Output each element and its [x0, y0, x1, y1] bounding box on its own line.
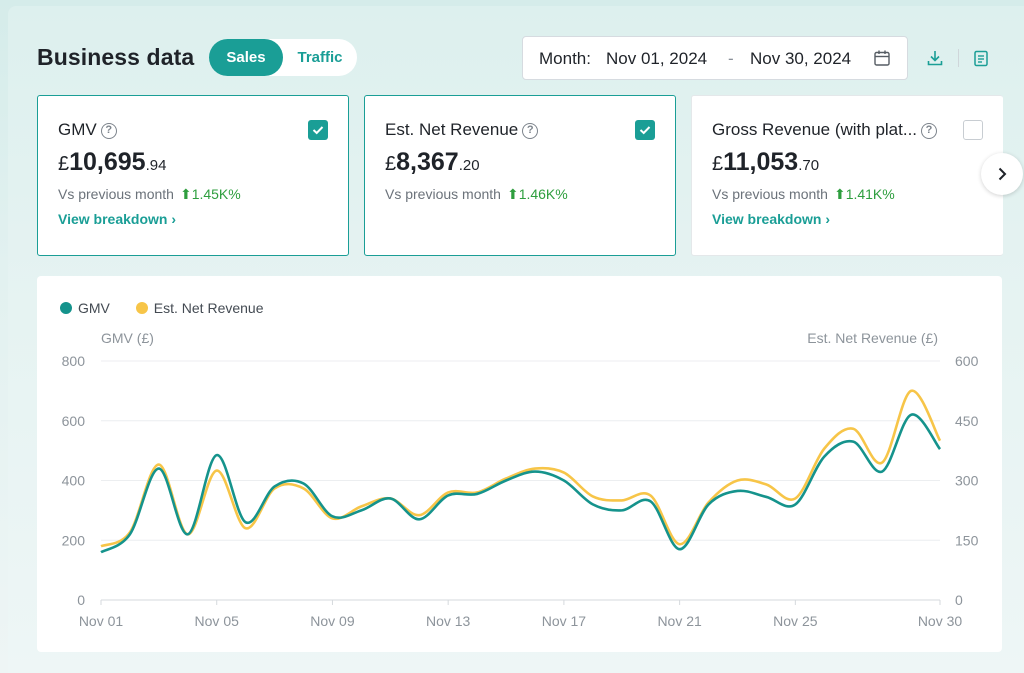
x-tick-label: Nov 30	[918, 613, 963, 629]
left-axis-title: GMV (£)	[101, 330, 154, 346]
tab-traffic[interactable]: Traffic	[297, 49, 343, 66]
metric-value: £8,367.20	[385, 148, 480, 176]
right-tick-label: 0	[955, 592, 963, 608]
right-tick-label: 600	[955, 353, 979, 369]
view-breakdown-link[interactable]: View breakdown ›	[712, 211, 830, 227]
metric-checkbox[interactable]	[635, 120, 655, 140]
chart-card	[37, 276, 1002, 652]
report-icon[interactable]	[972, 49, 990, 67]
metric-comparison: Vs previous month ⬆1.45K%	[58, 186, 241, 202]
chevron-right-icon	[998, 167, 1007, 181]
x-tick-label: Nov 01	[79, 613, 124, 629]
left-tick-label: 400	[62, 473, 86, 489]
help-icon[interactable]: ?	[522, 123, 539, 139]
left-tick-label: 800	[62, 353, 86, 369]
metric-checkbox[interactable]	[308, 120, 328, 140]
metric-value: £11,053.70	[712, 148, 820, 176]
date-separator: -	[728, 49, 734, 68]
date-end[interactable]: Nov 30, 2024	[750, 49, 852, 68]
check-icon	[639, 126, 651, 135]
x-tick-label: Nov 17	[542, 613, 587, 629]
metric-comparison: Vs previous month ⬆1.46K%	[385, 186, 568, 202]
chart-legend: GMV Est. Net Revenue	[60, 300, 286, 316]
help-icon[interactable]: ?	[921, 123, 938, 139]
arrow-up-icon: ⬆	[833, 186, 846, 202]
view-breakdown-link[interactable]: View breakdown ›	[58, 211, 176, 227]
metric-card-gmv[interactable]: GMV? £10,695.94 Vs previous month ⬆1.45K%…	[37, 95, 349, 256]
left-tick-label: 0	[77, 592, 85, 608]
arrow-up-icon: ⬆	[506, 186, 519, 202]
metric-card-net-revenue[interactable]: Est. Net Revenue? £8,367.20 Vs previous …	[364, 95, 676, 256]
metric-comparison: Vs previous month ⬆1.41K%	[712, 186, 895, 202]
legend-item-gmv[interactable]: GMV	[60, 300, 110, 316]
download-icon[interactable]	[926, 49, 944, 67]
x-tick-label: Nov 25	[773, 613, 818, 629]
right-tick-label: 450	[955, 413, 979, 429]
metric-card-gross-revenue[interactable]: Gross Revenue (with plat...? £11,053.70 …	[691, 95, 1003, 256]
tab-sales[interactable]: Sales	[209, 39, 283, 76]
toolbar-divider	[958, 49, 959, 67]
metric-value: £10,695.94	[58, 148, 167, 176]
date-range-picker[interactable]: Month: Nov 01, 2024 - Nov 30, 2024	[522, 36, 908, 80]
x-tick-label: Nov 05	[195, 613, 240, 629]
left-tick-label: 600	[62, 413, 86, 429]
date-range-label: Month:	[539, 49, 591, 68]
next-cards-button[interactable]	[981, 153, 1023, 195]
arrow-up-icon: ⬆	[179, 186, 192, 202]
help-icon[interactable]: ?	[100, 123, 117, 139]
metric-title: Gross Revenue (with plat...?	[712, 120, 938, 140]
x-tick-label: Nov 21	[657, 613, 702, 629]
metric-title: GMV?	[58, 120, 117, 140]
x-tick-label: Nov 09	[310, 613, 355, 629]
page-title: Business data	[37, 44, 195, 70]
net-revenue-series-line	[100, 389, 942, 548]
metric-checkbox[interactable]	[963, 120, 983, 140]
right-axis-title: Est. Net Revenue (£)	[807, 330, 938, 346]
check-icon	[312, 126, 324, 135]
calendar-icon[interactable]	[873, 49, 891, 67]
legend-item-net-revenue[interactable]: Est. Net Revenue	[135, 300, 264, 316]
gmv-series-line	[100, 413, 942, 554]
metric-title: Est. Net Revenue?	[385, 120, 539, 140]
right-tick-label: 300	[955, 473, 979, 489]
date-start[interactable]: Nov 01, 2024	[606, 49, 708, 68]
x-tick-label: Nov 13	[426, 613, 471, 629]
left-tick-label: 200	[62, 532, 86, 548]
right-tick-label: 150	[955, 532, 979, 548]
sales-traffic-toggle: Sales Traffic	[209, 39, 357, 76]
